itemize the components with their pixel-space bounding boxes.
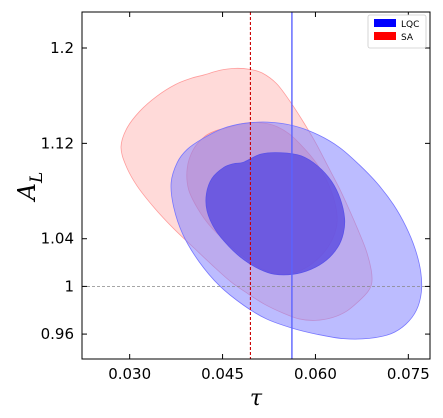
y-tick-label: 0.96: [41, 325, 74, 343]
x-tick-label: 0.045: [201, 365, 244, 383]
x-tick-label: 0.060: [294, 365, 337, 383]
y-tick-label: 1: [64, 277, 74, 295]
y-tick-label: 1.04: [41, 230, 74, 248]
plot-frame: [81, 11, 431, 360]
legend-swatch-lqc: [374, 19, 396, 27]
plot-area: [82, 12, 430, 359]
y-axis-label: AL: [13, 172, 47, 203]
x-tick-label: 0.075: [387, 365, 430, 383]
series-lqc: [170, 121, 423, 340]
legend-swatch-sa: [374, 32, 396, 40]
contour-lqc-68pct: [205, 152, 346, 276]
y-axis-label-subscript: L: [27, 172, 47, 184]
y-axis-label-main: A: [13, 183, 41, 202]
legend: LQC SA: [367, 14, 427, 49]
x-axis-label: τ: [250, 386, 263, 411]
legend-label-lqc: LQC: [401, 20, 419, 30]
y-tick-label: 1.2: [50, 39, 74, 57]
y-tick-label: 1.12: [41, 134, 74, 152]
legend-label-sa: SA: [401, 33, 414, 43]
x-tick-label: 0.030: [108, 365, 151, 383]
